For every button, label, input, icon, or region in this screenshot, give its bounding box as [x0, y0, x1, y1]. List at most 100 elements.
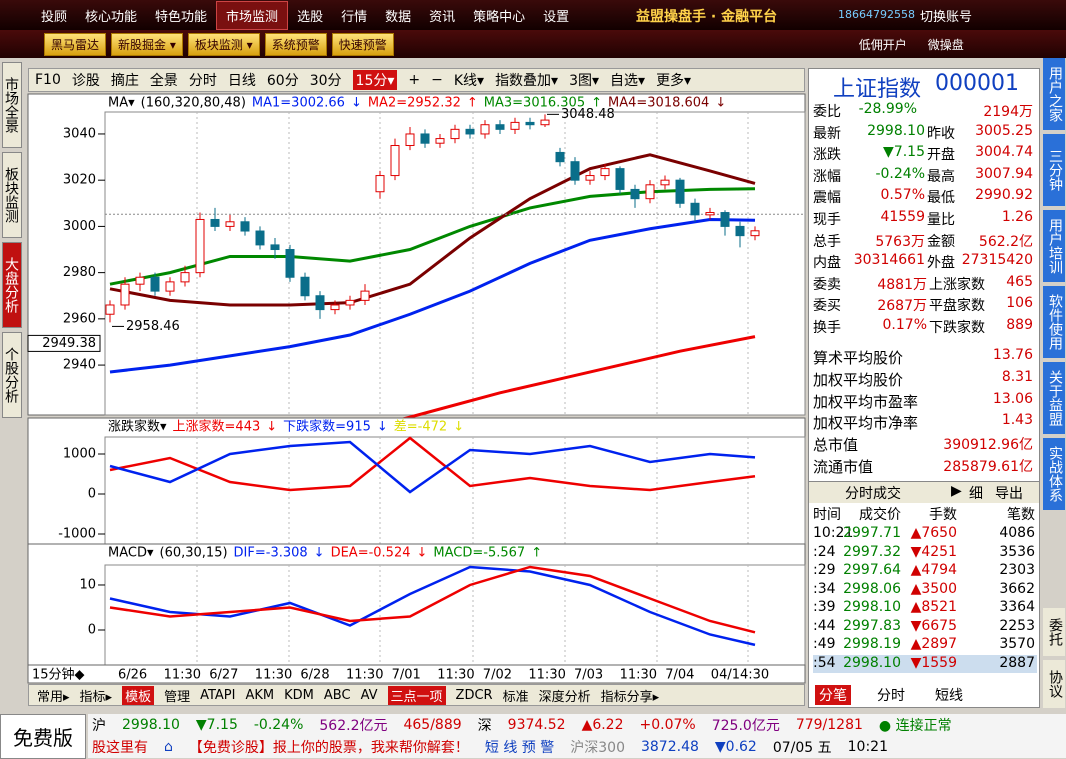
- trades-tab[interactable]: 分笔: [815, 685, 851, 705]
- chart-tool[interactable]: 自选▾: [610, 73, 646, 89]
- status-item: 股这里有: [92, 740, 148, 756]
- left-tab[interactable]: 板块监测: [2, 152, 22, 238]
- menu-item[interactable]: 市场监测: [216, 0, 289, 30]
- bottom-tab[interactable]: ABC: [323, 687, 351, 703]
- index-code: 000001: [935, 71, 1019, 96]
- bottom-tab[interactable]: 常用▸: [37, 689, 70, 705]
- bottom-tab[interactable]: ZDCR: [455, 687, 493, 703]
- bottom-tab[interactable]: 深度分析: [538, 689, 591, 705]
- label: 总手: [813, 233, 841, 250]
- menu-item[interactable]: 投顾: [41, 9, 68, 25]
- tool-link[interactable]: 微操盘: [927, 37, 964, 52]
- left-tab[interactable]: 个股分析: [2, 332, 22, 418]
- legend-arrow: ↓: [351, 96, 362, 111]
- chart-tool[interactable]: 日线: [227, 73, 256, 89]
- trades-tab[interactable]: 短线: [935, 688, 963, 704]
- menu-item[interactable]: 设置: [543, 9, 570, 25]
- right-tab[interactable]: 协议: [1043, 660, 1065, 708]
- candle-body: [195, 218, 205, 274]
- right-tab[interactable]: 委托: [1043, 608, 1065, 656]
- right-tab[interactable]: 用户之家: [1043, 58, 1065, 130]
- trade-cell: ▼6675: [910, 617, 957, 634]
- bottom-tab[interactable]: 指标▸: [79, 689, 113, 705]
- menu-item[interactable]: 策略中心: [473, 9, 526, 25]
- account[interactable]: 切换账号: [920, 10, 973, 25]
- trade-cell: ▼4251: [910, 543, 957, 560]
- menu-item[interactable]: 数据: [385, 9, 412, 25]
- bottom-tab[interactable]: 管理: [164, 689, 191, 705]
- trades-button[interactable]: 导出: [995, 486, 1023, 502]
- candle-body: [375, 175, 385, 193]
- stat-row: 加权平均市盈率 13.06: [813, 391, 1037, 412]
- chart-tool[interactable]: −: [431, 72, 443, 88]
- status-item: ● 连接正常: [878, 718, 952, 734]
- left-tab[interactable]: 市场全景: [2, 62, 22, 148]
- chart-tool[interactable]: 诊股: [71, 73, 100, 89]
- menu-item[interactable]: 资讯: [429, 9, 456, 25]
- right-tab[interactable]: 关于益盟: [1043, 362, 1065, 434]
- menu-item[interactable]: 选股: [297, 9, 324, 25]
- chart-tool[interactable]: 指数叠加▾: [495, 73, 559, 89]
- x-tick-label: 7/02: [483, 668, 512, 683]
- chart-tool[interactable]: 更多▾: [656, 73, 692, 89]
- quote-row: 震幅 0.57% 最低 2990.92: [813, 187, 1037, 208]
- chart-tool[interactable]: 分时: [188, 73, 217, 89]
- chart-tool[interactable]: 3图▾: [569, 73, 600, 89]
- chart-tool[interactable]: K线▾: [453, 73, 485, 89]
- trades-button[interactable]: ▶: [951, 483, 962, 499]
- menu-bar: 投顾 核心功能 特色功能 市场监测 选股 行情 数据 资讯 策略中心 设置: [0, 0, 1066, 30]
- trade-cell: 4086: [999, 525, 1035, 541]
- right-tab[interactable]: 实战体系: [1043, 438, 1065, 510]
- y-tick-label: 2960: [63, 311, 96, 326]
- chart-tool[interactable]: 15分▾: [352, 70, 398, 90]
- tool-button[interactable]: 板块监测 ▾: [187, 32, 260, 56]
- candle-body: [360, 290, 370, 301]
- tool-button[interactable]: 黑马雷达: [44, 32, 107, 56]
- chart-tool[interactable]: 30分: [309, 73, 342, 89]
- bottom-tab[interactable]: 指标分享▸: [600, 689, 660, 705]
- value: 0.17%: [882, 317, 927, 333]
- chart-tool[interactable]: +: [408, 72, 421, 88]
- bottom-tab[interactable]: 标准: [502, 689, 529, 705]
- right-tab[interactable]: 三分钟: [1043, 134, 1065, 206]
- tool-button[interactable]: 快速预警: [331, 32, 394, 56]
- right-tab[interactable]: 用户培训: [1043, 210, 1065, 282]
- trade-cell: :24: [813, 543, 836, 560]
- candle-body: [315, 295, 325, 311]
- chart-tool[interactable]: F10: [35, 72, 61, 88]
- bottom-tab[interactable]: AV: [360, 687, 378, 703]
- bottom-tab[interactable]: 三点一项: [387, 685, 446, 705]
- bottom-tab[interactable]: KDM: [284, 687, 314, 703]
- x-tick-label: 11:30: [255, 668, 292, 683]
- bottom-tab[interactable]: ATAPI: [200, 687, 236, 703]
- trade-cell: 3536: [999, 543, 1035, 560]
- bottom-tab[interactable]: AKM: [245, 687, 275, 703]
- legend-arrow: ↑: [531, 546, 542, 561]
- chart-tool[interactable]: 全景: [149, 73, 178, 89]
- trades-tab[interactable]: 分时: [877, 688, 905, 704]
- chart-tool[interactable]: 摘庄: [110, 73, 139, 89]
- y-tick-label: 3020: [63, 173, 96, 188]
- value: -28.99%: [858, 101, 917, 117]
- tool-button[interactable]: 新股掘金 ▾: [111, 32, 183, 56]
- candle-body: [225, 221, 235, 227]
- label: 昨收: [927, 125, 955, 142]
- menu-item[interactable]: 行情: [341, 9, 368, 25]
- series-line: [109, 187, 756, 286]
- tool-link[interactable]: 低佣开户: [858, 37, 907, 52]
- phone: 18664792558: [838, 8, 915, 21]
- tool-button[interactable]: 系统预警: [264, 32, 327, 56]
- x-tick-label: 11:30: [346, 668, 383, 683]
- menu-item[interactable]: 特色功能: [155, 9, 208, 25]
- legend-arrow: ↓: [314, 546, 325, 561]
- chart-tool[interactable]: 60分: [266, 73, 299, 89]
- candle-body: [705, 212, 715, 216]
- menu-item[interactable]: 核心功能: [85, 9, 138, 25]
- status-item: -0.24%: [253, 717, 304, 733]
- bottom-tab[interactable]: 模板: [122, 685, 155, 705]
- right-tab[interactable]: 软件使用: [1043, 286, 1065, 358]
- label: 上涨家数: [929, 276, 985, 293]
- trades-button[interactable]: 细: [969, 486, 983, 502]
- label: 现手: [813, 212, 841, 228]
- left-tab[interactable]: 大盘分析: [2, 242, 22, 328]
